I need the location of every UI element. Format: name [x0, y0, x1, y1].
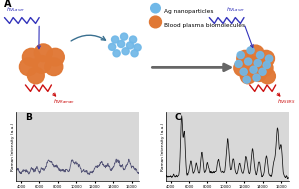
- Text: Ag nanoparticles: Ag nanoparticles: [164, 9, 213, 14]
- Circle shape: [19, 58, 37, 76]
- Text: $h\nu_{SERS}$: $h\nu_{SERS}$: [277, 97, 296, 106]
- Text: $h\nu_{Laser}$: $h\nu_{Laser}$: [6, 5, 25, 14]
- Circle shape: [258, 50, 274, 67]
- Circle shape: [150, 16, 161, 28]
- Circle shape: [131, 50, 138, 57]
- Circle shape: [112, 36, 119, 43]
- Circle shape: [126, 42, 134, 49]
- Circle shape: [250, 66, 257, 73]
- Circle shape: [257, 52, 264, 59]
- Circle shape: [151, 4, 160, 13]
- Circle shape: [46, 48, 64, 66]
- Circle shape: [260, 69, 275, 84]
- Text: B: B: [25, 113, 32, 122]
- Circle shape: [28, 67, 44, 84]
- Circle shape: [240, 69, 256, 84]
- Circle shape: [120, 33, 128, 40]
- Circle shape: [33, 56, 51, 73]
- Y-axis label: Raman Intensity (a.u.): Raman Intensity (a.u.): [161, 122, 164, 171]
- Circle shape: [235, 60, 242, 67]
- Text: A: A: [4, 0, 11, 9]
- Circle shape: [109, 43, 116, 50]
- Circle shape: [253, 74, 260, 81]
- Circle shape: [254, 60, 261, 67]
- Circle shape: [243, 76, 250, 83]
- Circle shape: [247, 45, 264, 62]
- Circle shape: [237, 52, 244, 59]
- Circle shape: [129, 36, 137, 43]
- Circle shape: [246, 57, 263, 73]
- Circle shape: [118, 40, 125, 47]
- Circle shape: [256, 60, 273, 76]
- Circle shape: [45, 58, 63, 76]
- Circle shape: [237, 50, 254, 67]
- Circle shape: [113, 50, 120, 57]
- Circle shape: [245, 58, 252, 65]
- Circle shape: [263, 62, 270, 69]
- Circle shape: [259, 68, 266, 75]
- Text: Blood plasma biomolecules: Blood plasma biomolecules: [164, 23, 245, 28]
- Circle shape: [234, 60, 251, 76]
- Circle shape: [266, 55, 273, 62]
- Text: $h\nu_{Raman}$: $h\nu_{Raman}$: [53, 97, 75, 106]
- Circle shape: [240, 68, 247, 75]
- Text: C: C: [175, 113, 181, 122]
- Circle shape: [247, 47, 254, 54]
- Y-axis label: Raman Intensity (a.u.): Raman Intensity (a.u.): [11, 122, 15, 171]
- Circle shape: [22, 48, 40, 66]
- Circle shape: [134, 44, 141, 51]
- Circle shape: [34, 44, 52, 62]
- Circle shape: [251, 66, 266, 81]
- Text: $h\nu_{Laser}$: $h\nu_{Laser}$: [226, 5, 245, 14]
- Circle shape: [122, 48, 129, 55]
